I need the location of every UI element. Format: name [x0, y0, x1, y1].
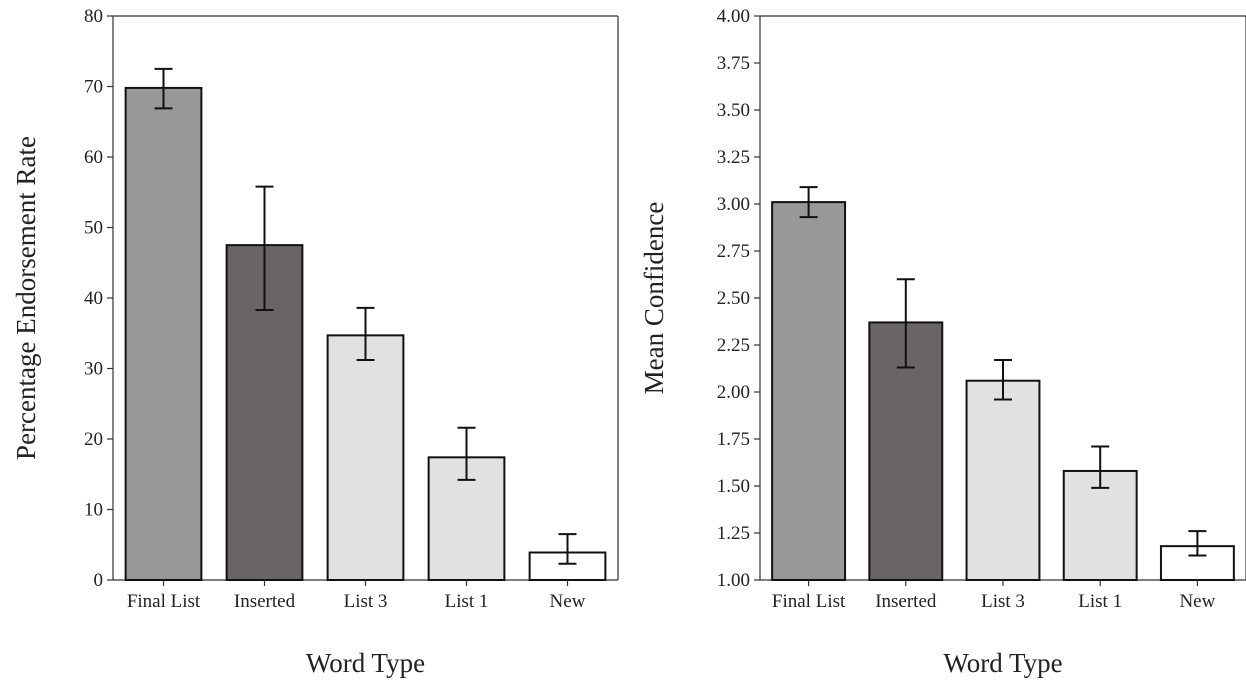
y-axis-title: Mean Confidence [639, 202, 669, 395]
x-axis-title: Word Type [943, 648, 1062, 678]
y-tick-label: 50 [84, 218, 103, 239]
error-bar [255, 185, 274, 311]
y-tick-label: 30 [84, 359, 103, 380]
y-tick-label: 2.25 [717, 335, 750, 356]
x-tick-label: Final List [772, 591, 846, 612]
x-tick-label: List 3 [344, 591, 388, 612]
x-tick-label: Inserted [234, 591, 296, 612]
confidence-chart-panel: 1.00 1.25 1.50 1.75 2.00 2.25 2.50 2.75 3.00 3.25… [639, 6, 1246, 678]
y-tick-label: 40 [84, 288, 103, 309]
y-tick-label: 1.25 [717, 523, 750, 544]
y-tick-label: 3.75 [717, 53, 750, 74]
y-tick-label: 1.00 [717, 570, 750, 591]
y-tick-label: 2.75 [717, 241, 750, 262]
y-tick-label: 1.75 [717, 429, 750, 450]
y-tick-label: 60 [84, 147, 103, 168]
bar-final-list [124, 86, 203, 581]
y-tick-label: 4.00 [717, 6, 750, 27]
error-bar [799, 186, 818, 219]
error-bar [896, 278, 915, 369]
y-tick-label: 3.25 [717, 147, 750, 168]
error-bar [1188, 530, 1207, 557]
x-tick-label: New [1179, 591, 1215, 612]
y-tick-label: 10 [84, 500, 103, 521]
x-tick-label: Inserted [875, 591, 937, 612]
x-tick-label: List 1 [1078, 591, 1122, 612]
bar-list-3 [326, 334, 405, 581]
y-tick-label: 70 [84, 77, 103, 98]
y-tick-label: 3.00 [717, 194, 750, 215]
endorsement-chart-panel: 0 10 20 30 40 50 60 70 80 Final List Inserted List … [11, 6, 619, 678]
y-tick-label: 20 [84, 429, 103, 450]
y-tick-label: 2.50 [717, 288, 750, 309]
error-bar [154, 67, 173, 110]
y-tick-label: 1.50 [717, 476, 750, 497]
y-tick-label: 3.50 [717, 100, 750, 121]
error-bar [1091, 445, 1110, 489]
y-tick-label: 80 [84, 6, 103, 27]
error-bar [457, 426, 476, 481]
bar-final-list [771, 201, 847, 581]
error-bar [356, 306, 375, 362]
x-axis-title: Word Type [306, 648, 425, 678]
x-tick-label: New [550, 591, 586, 612]
x-tick-label: List 3 [981, 591, 1025, 612]
bar-list-3 [965, 379, 1041, 581]
x-tick-label: Final List [127, 591, 201, 612]
y-tick-label: 0 [94, 570, 104, 591]
y-axis-title: Percentage Endorsement Rate [11, 136, 41, 460]
bar-list-1 [1062, 469, 1138, 581]
y-tick-label: 2.00 [717, 382, 750, 403]
x-tick-label: List 1 [445, 591, 489, 612]
error-bar [994, 359, 1012, 401]
error-bar [558, 533, 577, 565]
